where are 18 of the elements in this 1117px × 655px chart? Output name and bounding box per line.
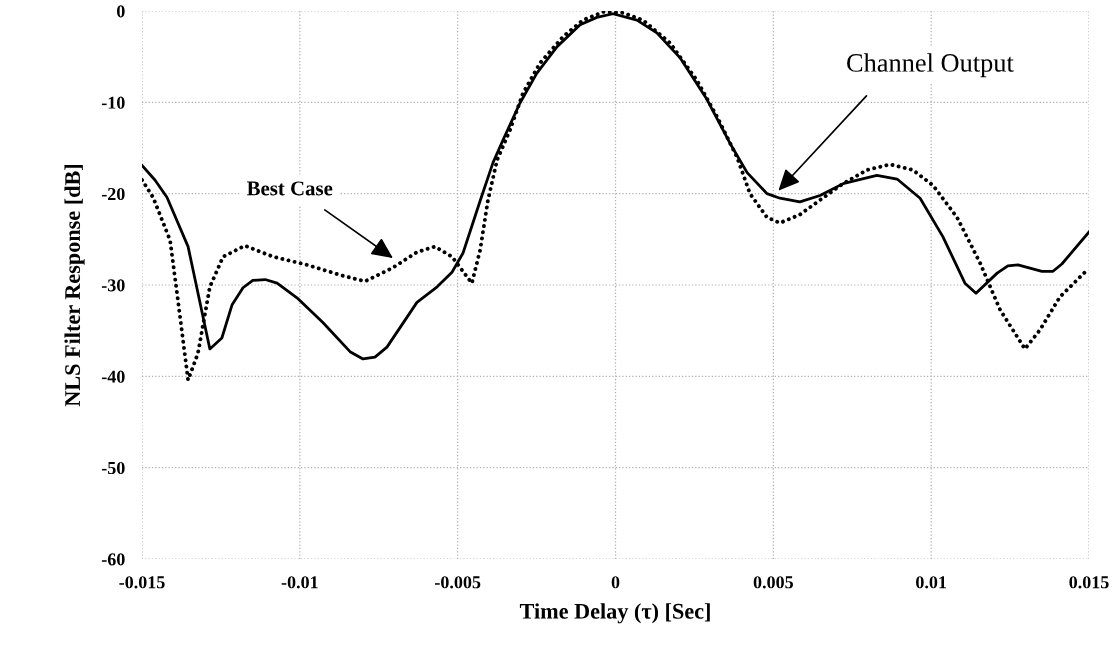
- y-tick-label: 0: [116, 5, 125, 18]
- annotation: Channel Output: [847, 53, 1014, 78]
- y-axis-title: NLS Filter Response [dB]: [64, 164, 85, 407]
- y-tick-label: -50: [101, 461, 125, 475]
- x-tick-label: 0.01: [916, 576, 947, 589]
- y-tick-label: -60: [101, 553, 125, 566]
- annotation: Best Case: [246, 181, 333, 196]
- y-tick-label: -30: [101, 279, 125, 292]
- x-tick-label: -0.01: [281, 576, 318, 589]
- x-tick-label: 0.005: [753, 576, 793, 589]
- x-tick-label: 0.015: [1069, 576, 1109, 589]
- y-tick-label: -40: [101, 370, 125, 383]
- y-tick-label: -10: [101, 96, 125, 109]
- x-tick-label: -0.005: [435, 576, 481, 589]
- y-tick-label: -20: [101, 187, 125, 201]
- x-tick-label: -0.015: [119, 576, 165, 589]
- x-axis-title: Time Delay (τ) [Sec]: [519, 603, 710, 624]
- x-tick-label: 0: [611, 576, 620, 589]
